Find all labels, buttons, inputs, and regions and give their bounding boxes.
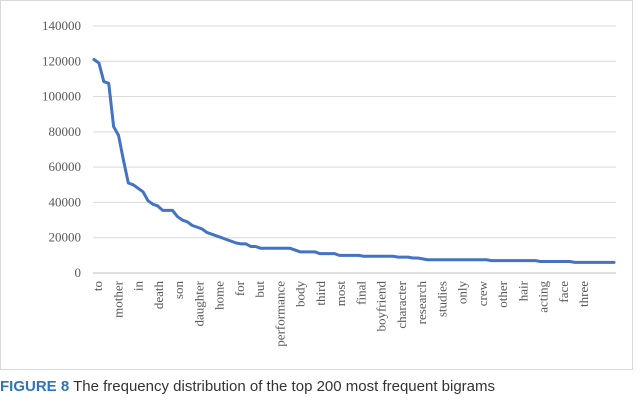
x-tick-label: three — [576, 281, 591, 307]
x-tick-label: acting — [536, 281, 551, 313]
y-axis-ticks: 0 20000 40000 60000 80000 100000 120000 140000 — [42, 18, 81, 280]
y-tick-label: 100000 — [42, 89, 81, 104]
x-tick-label: research — [414, 281, 429, 325]
y-tick-label: 80000 — [49, 124, 82, 139]
x-tick-label: character — [394, 280, 409, 328]
y-tick-label: 0 — [75, 265, 82, 280]
chart-frame: 0 20000 40000 60000 80000 100000 120000 140000 … — [0, 0, 633, 370]
x-tick-label: crew — [475, 280, 490, 306]
x-tick-label: to — [90, 281, 105, 291]
x-tick-label: in — [131, 281, 146, 292]
x-tick-label: for — [232, 280, 247, 296]
x-axis-ticks: to mother in death son daughter home for but perf… — [90, 280, 591, 346]
x-tick-label: studies — [434, 281, 449, 317]
x-tick-label: body — [293, 281, 308, 308]
x-tick-label: third — [313, 281, 328, 306]
x-tick-label: final — [353, 281, 368, 305]
y-tick-label: 20000 — [49, 230, 82, 245]
x-tick-label: face — [556, 281, 571, 303]
x-tick-label: only — [455, 281, 470, 305]
y-tick-label: 60000 — [49, 159, 82, 174]
x-tick-label: other — [495, 280, 510, 307]
y-tick-label: 40000 — [49, 194, 82, 209]
x-tick-label: hair — [515, 280, 530, 301]
figure-caption: FIGURE 8 The frequency distribution of t… — [0, 378, 640, 404]
x-tick-label: son — [171, 281, 186, 300]
x-tick-label: daughter — [191, 280, 206, 326]
x-tick-label: death — [151, 281, 166, 310]
y-tick-label: 120000 — [42, 53, 81, 68]
figure-caption-text: The frequency distribution of the top 20… — [73, 378, 495, 395]
x-tick-label: performance — [272, 281, 287, 347]
x-tick-label: home — [212, 281, 227, 310]
line-chart: 020000400006000080000100000120000140000 … — [42, 18, 616, 347]
x-tick-label: but — [252, 281, 267, 298]
gridlines — [93, 25, 616, 274]
series-layer — [92, 58, 616, 264]
y-tick-label: 140000 — [42, 18, 81, 33]
x-tick-label: boyfriend — [374, 281, 389, 332]
series-line — [92, 58, 616, 264]
figure-caption-label: FIGURE 8 — [0, 378, 70, 395]
x-tick-label: mother — [110, 280, 125, 317]
x-tick-label: most — [333, 281, 348, 307]
